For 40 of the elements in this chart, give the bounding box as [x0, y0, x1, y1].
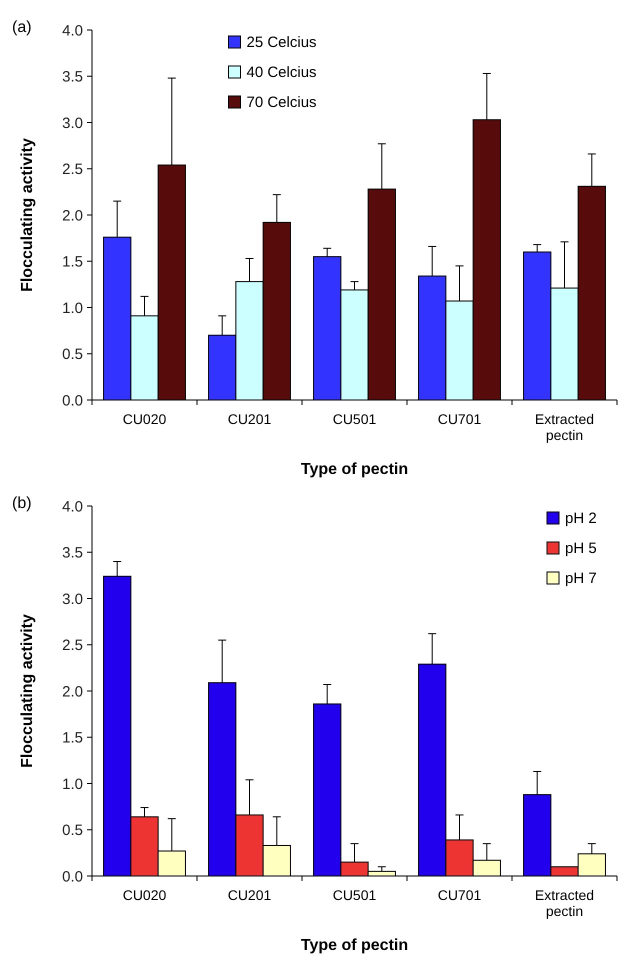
y-tick-label: 2.0 [62, 683, 83, 700]
x-tick-label: CU701 [438, 411, 482, 427]
x-tick-label: Extracted pectin [534, 411, 594, 443]
x-tick-label: CU501 [332, 411, 376, 427]
y-tick-label: 2.5 [62, 637, 83, 654]
y-tick-label: 3.5 [62, 544, 83, 562]
y-tick-label: 1.0 [62, 776, 83, 793]
y-tick-label: 0.5 [62, 346, 83, 363]
y-tick-label: 3.0 [62, 114, 83, 132]
legend-label: pH 7 [565, 570, 597, 587]
text: (b) [12, 495, 32, 512]
y-tick-label: 1.5 [62, 730, 83, 746]
y-axis-title: Flocculating activity [19, 138, 36, 292]
y-tick-label: 4.0 [62, 22, 83, 40]
x-axis-title: Type of pectin [300, 461, 408, 478]
y-tick-label: 0.5 [62, 822, 83, 839]
y-tick-label: 1.5 [62, 254, 83, 270]
x-axis-title: Type of pectin [300, 937, 408, 954]
legend-label: 25 Celcius [246, 34, 317, 51]
y-tick-label: 0.0 [62, 392, 83, 410]
legend-label: 70 Celcius [246, 94, 317, 111]
y-tick-label: 0.0 [62, 868, 83, 886]
x-tick-label: CU201 [228, 887, 272, 903]
legend-label: pH 2 [565, 510, 597, 527]
x-tick-label: Extracted pectin [534, 887, 594, 919]
x-tick-label: CU501 [332, 887, 376, 903]
y-tick-label: 2.5 [62, 161, 83, 178]
y-tick-label: 3.5 [62, 68, 83, 86]
x-tick-label: CU020 [122, 411, 166, 427]
y-tick-label: 3.0 [62, 590, 83, 608]
x-tick-label: CU701 [438, 887, 482, 903]
y-tick-label: 1.0 [62, 300, 83, 317]
legend-label: pH 5 [565, 540, 597, 557]
y-tick-label: 4.0 [62, 498, 83, 516]
y-axis-title: Flocculating activity [19, 614, 36, 768]
x-tick-label: CU201 [228, 411, 272, 427]
text: (a) [12, 19, 32, 36]
x-tick-label: CU020 [122, 887, 166, 903]
y-tick-label: 2.0 [62, 207, 83, 224]
legend-label: 40 Celcius [246, 64, 317, 81]
